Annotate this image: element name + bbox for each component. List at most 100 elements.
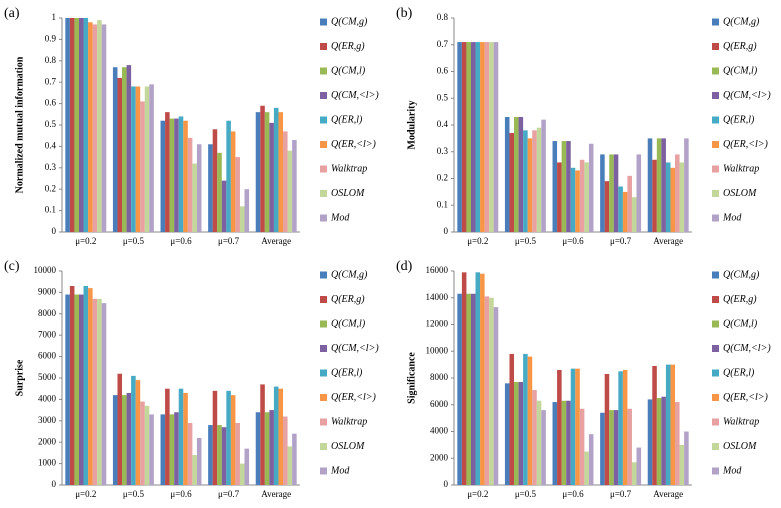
bar [661,138,666,232]
bar [160,120,166,232]
bar [135,86,141,232]
bar [122,67,127,232]
bar [196,144,202,232]
bar [149,84,154,232]
bar [178,116,184,232]
bar [622,191,628,232]
bar [618,186,623,232]
bar [212,390,218,485]
bar [457,293,462,485]
bar [613,410,619,485]
panel-label: (b) [396,6,413,21]
legend-label: Q(ER,l) [723,367,755,378]
legend-label: Q(CM,l) [331,65,366,76]
bar [470,293,476,485]
bar [287,150,293,232]
bar [684,431,689,485]
legend-swatch [712,214,719,222]
x-tick-label: μ=0.7 [610,236,632,246]
panel-label: (c) [4,259,20,274]
bar [489,297,494,485]
bar [466,293,471,485]
bar [88,288,93,485]
legend-label: Q(ER,<l>) [723,392,769,403]
bar [74,18,79,232]
legend-label: Q(CM,<l>) [723,90,771,101]
x-tick-label: μ=0.6 [170,489,192,499]
bar [101,24,107,233]
bar [183,392,188,485]
bar [88,22,93,233]
bar [217,425,222,485]
bar [561,141,567,232]
bar [192,163,197,232]
y-axis-label: Normalized mutual information [14,56,25,193]
bar [475,272,481,485]
bar [183,120,188,232]
bar [239,463,245,485]
bar [489,42,494,233]
bar [613,154,619,232]
bar [187,137,193,232]
x-tick-label: μ=0.2 [467,489,488,499]
bar [126,65,132,232]
bar [174,118,179,232]
y-tick-label: 5000 [38,372,57,382]
legend-swatch [712,190,719,197]
bar [278,112,284,232]
x-tick-label: μ=0.7 [610,489,632,499]
legend-swatch [712,18,719,26]
bar [192,455,197,485]
bar [609,410,614,485]
legend-label: Q(ER,g) [331,294,365,305]
bar [78,18,84,232]
legend-label: Q(CM,g) [723,16,760,27]
bar [684,138,689,232]
legend-swatch [712,345,719,352]
y-tick-label: 6000 [430,399,449,409]
y-tick-label: 10000 [426,345,449,355]
bar [117,373,123,485]
bar [165,112,170,232]
legend-swatch [712,92,719,99]
bar [169,414,175,485]
bar [484,296,490,485]
legend-label: Q(ER,g) [723,294,757,305]
y-tick-label: 0.3 [437,146,449,156]
x-tick-label: μ=0.6 [170,236,192,246]
legend-swatch [712,443,719,450]
y-tick-label: 0.2 [45,183,56,193]
bar [627,408,632,485]
legend-swatch [712,467,719,475]
bar [570,368,576,485]
bar [101,303,107,485]
legend-swatch [320,18,327,26]
bar [235,422,240,485]
legend-label: Q(CM,<l>) [331,90,379,101]
y-tick-label: 1000 [38,458,57,468]
bar [600,412,605,485]
bar [552,402,558,485]
bar [264,412,270,485]
bar [235,157,240,232]
bar [480,273,485,485]
y-tick-label: 0.8 [437,12,449,22]
x-tick-label: Average [261,489,291,499]
bar [588,143,594,232]
bar [665,364,671,485]
legend-swatch [320,271,327,279]
x-tick-label: μ=0.2 [467,236,488,246]
legend-label: Q(CM,g) [331,16,368,27]
y-tick-label: 0.4 [45,140,57,150]
legend-label: Q(CM,l) [723,318,758,329]
bar [475,42,481,233]
y-tick-label: 0.3 [45,162,57,172]
bar [174,412,179,485]
bar [557,162,562,232]
y-tick-label: 16000 [426,265,449,275]
legend-swatch [712,271,719,279]
bar [670,167,676,232]
legend-label: Walktrap [331,416,367,427]
bar [584,451,589,485]
bar [652,365,657,485]
